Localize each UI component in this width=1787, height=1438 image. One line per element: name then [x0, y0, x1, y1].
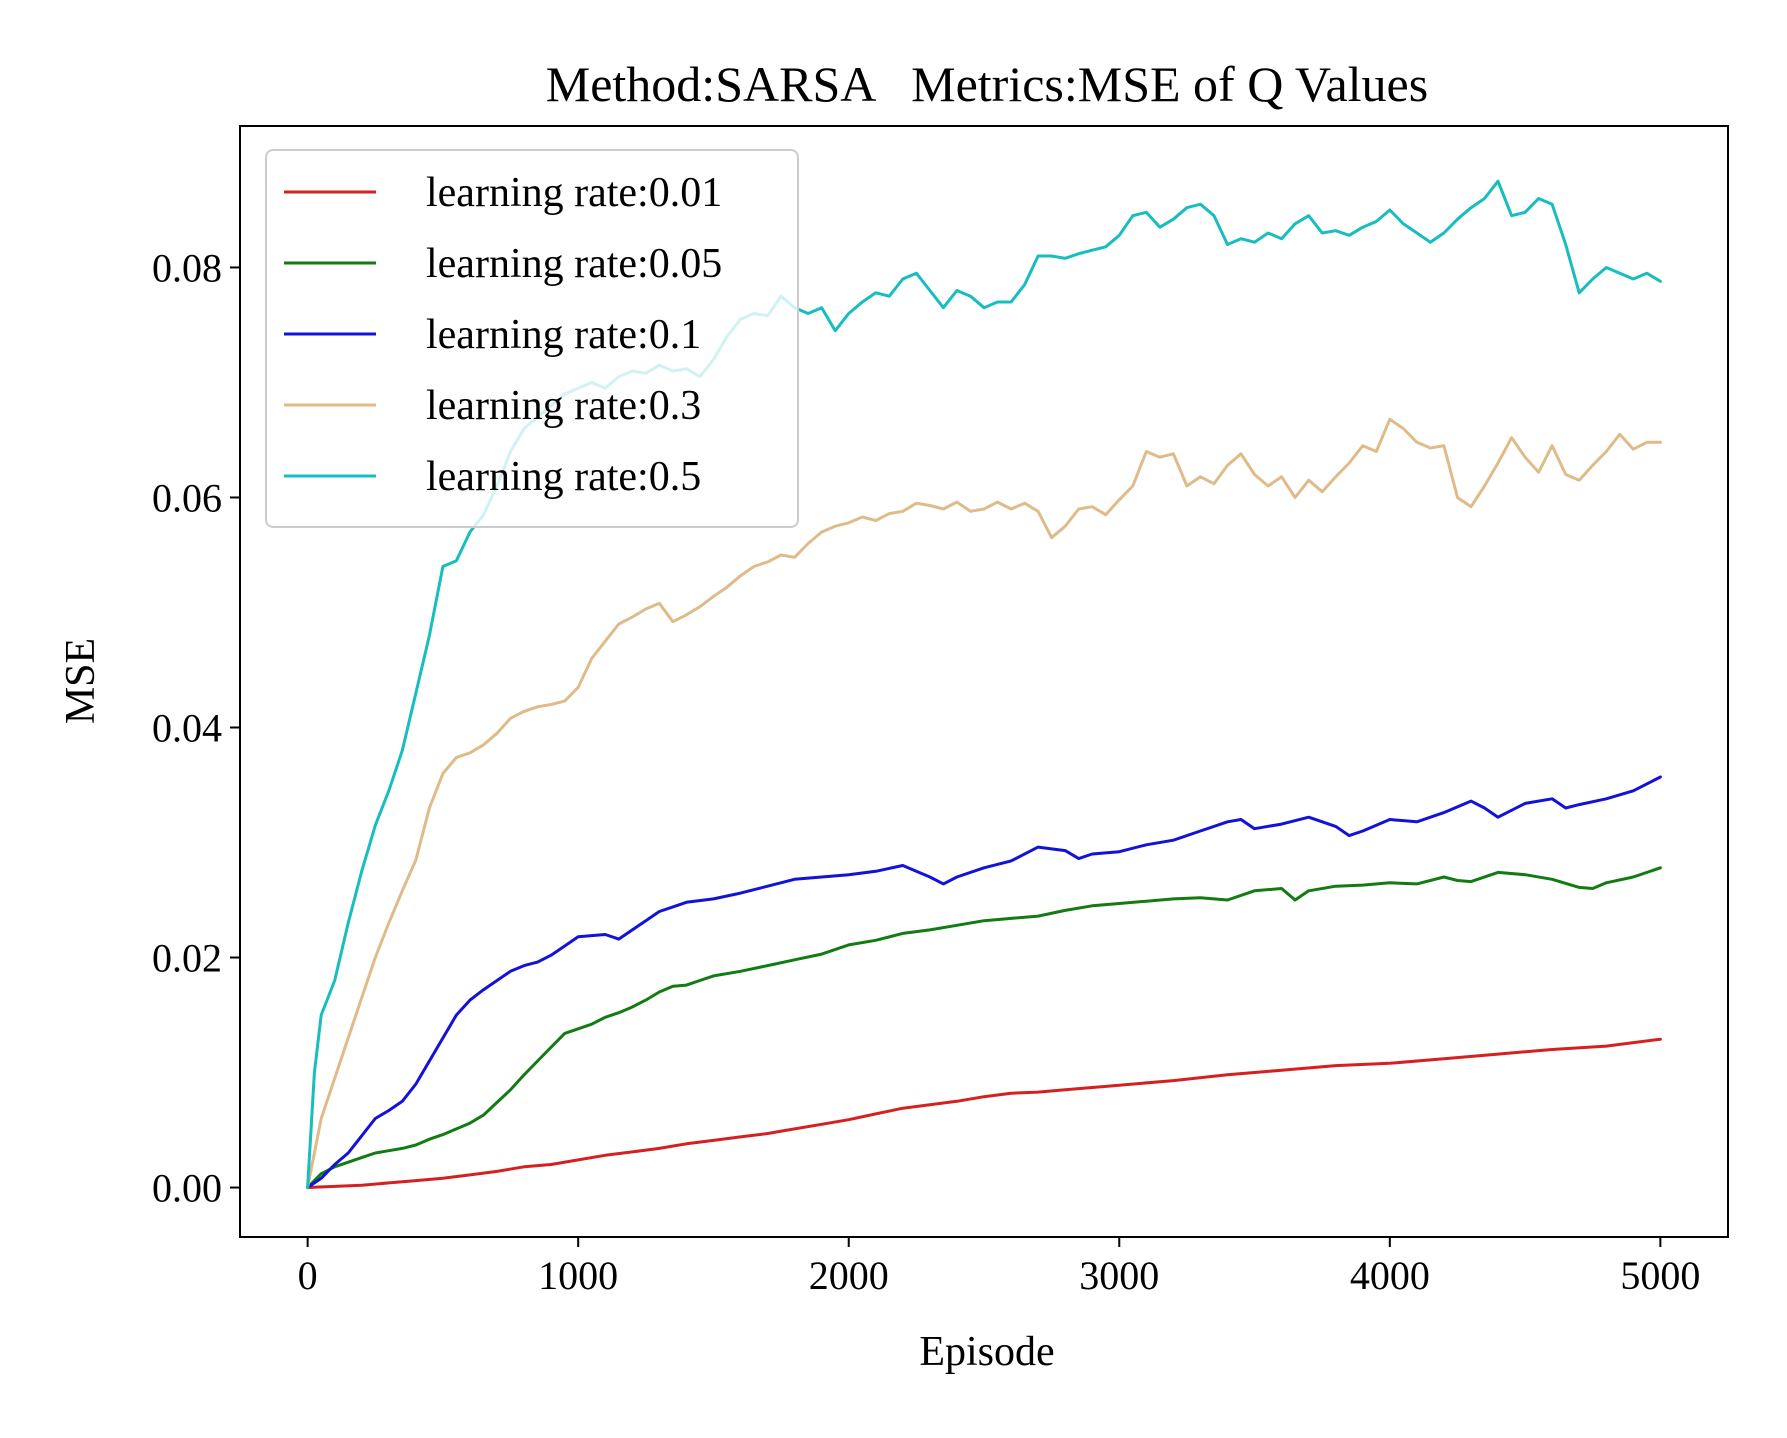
- series-line-0: [306, 1037, 1662, 1189]
- x-tick-label: 0: [298, 1253, 318, 1298]
- legend-label-1: learning rate:0.05: [426, 241, 722, 287]
- series-line-1: [306, 866, 1662, 1189]
- x-tick-label: 1000: [538, 1253, 618, 1298]
- y-tick-label: 0.08: [152, 245, 222, 290]
- legend-label-2: learning rate:0.1: [426, 312, 701, 358]
- x-tick-label: 2000: [809, 1253, 889, 1298]
- x-axis: 0 1000 2000 3000 4000 5000: [298, 1237, 1700, 1298]
- plot-frame: [239, 125, 1729, 1238]
- y-tick-label: 0.02: [152, 936, 222, 981]
- y-axis: 0.00 0.02 0.04 0.06 0.08: [152, 245, 240, 1211]
- x-tick-label: 4000: [1350, 1253, 1430, 1298]
- legend: learning rate:0.01 learning rate:0.05 lear…: [265, 149, 799, 528]
- x-tick-label: 3000: [1079, 1253, 1159, 1298]
- y-tick-label: 0.04: [152, 706, 222, 751]
- legend-box: [265, 149, 799, 528]
- x-tick-label: 5000: [1620, 1253, 1700, 1298]
- legend-label-4: learning rate:0.5: [426, 454, 701, 500]
- chart-title: Method:SARSA Metrics:MSE of Q Values: [546, 56, 1428, 112]
- plot-area: [306, 179, 1662, 1189]
- y-tick-label: 0.06: [152, 475, 222, 520]
- y-axis-label: MSE: [58, 638, 104, 724]
- series-line-3: [306, 417, 1662, 1189]
- legend-label-0: learning rate:0.01: [426, 170, 722, 216]
- y-tick-label: 0.00: [152, 1166, 222, 1211]
- series-line-2: [306, 775, 1662, 1189]
- legend-label-3: learning rate:0.3: [426, 383, 701, 429]
- x-axis-label: Episode: [919, 1329, 1054, 1375]
